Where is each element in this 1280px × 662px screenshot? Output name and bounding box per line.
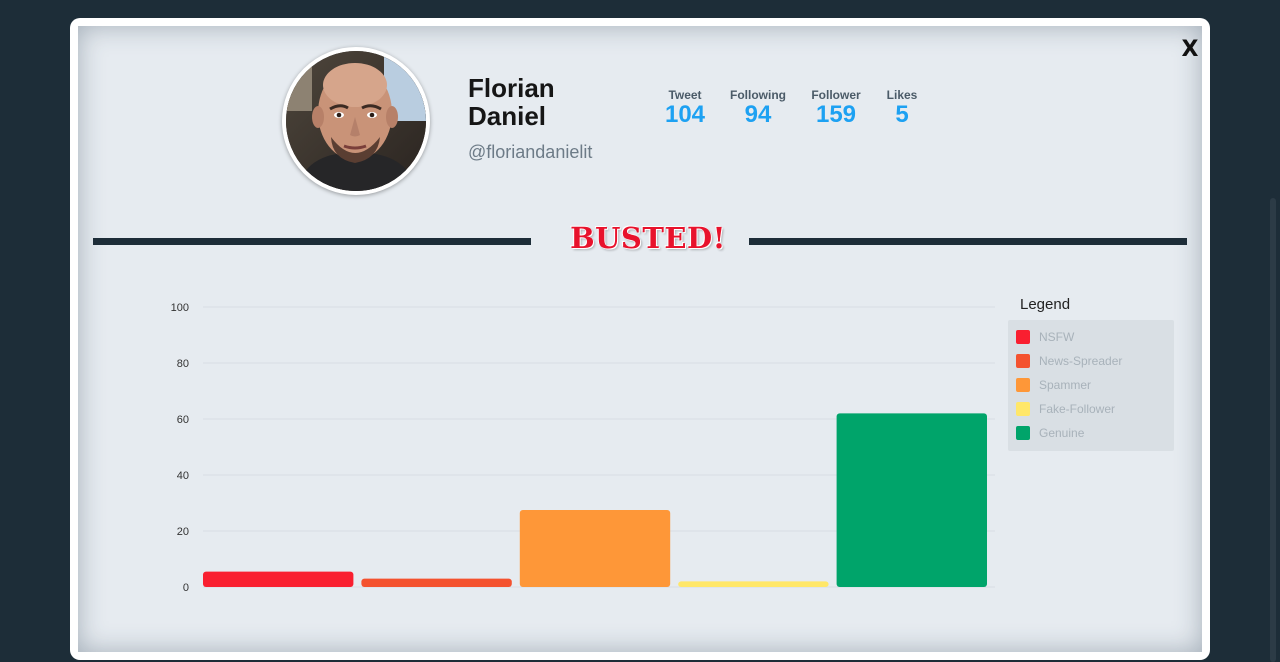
legend-item-news-spreader[interactable]: News-Spreader <box>1016 349 1166 373</box>
legend-swatch <box>1016 378 1030 392</box>
y-tick-label: 80 <box>177 358 189 370</box>
avatar-portrait-icon <box>286 51 426 191</box>
verdict-label: BUSTED! <box>570 221 726 255</box>
legend-swatch <box>1016 330 1030 344</box>
profile-handle: @floriandanielit <box>468 142 593 162</box>
stat-label: Likes <box>886 88 918 102</box>
classification-bar-chart: 0 20 40 60 80 100 <box>171 302 995 594</box>
legend-label: Fake-Follower <box>1039 402 1116 416</box>
bar-genuine[interactable] <box>836 413 987 587</box>
profile-modal: X <box>70 18 1210 660</box>
stat-following: Following 94 <box>726 88 790 127</box>
modal-content: X <box>78 26 1202 652</box>
profile-name: Florian Daniel <box>468 73 555 131</box>
close-button[interactable]: X <box>1181 37 1199 62</box>
y-tick-label: 100 <box>171 302 189 314</box>
y-tick-label: 60 <box>177 414 189 426</box>
y-tick-label: 20 <box>177 526 189 538</box>
page-scrollbar[interactable] <box>1270 198 1276 662</box>
legend-item-spammer[interactable]: Spammer <box>1016 373 1166 397</box>
stat-value: 5 <box>895 101 909 128</box>
y-tick-label: 40 <box>177 470 189 482</box>
divider-left <box>93 238 531 245</box>
bar-news-spreader[interactable] <box>361 578 512 587</box>
legend-swatch <box>1016 402 1030 416</box>
divider-right <box>749 238 1187 245</box>
stat-tweet: Tweet 104 <box>660 88 710 127</box>
legend-label: NSFW <box>1039 330 1075 344</box>
legend-swatch <box>1016 354 1030 368</box>
legend-swatch <box>1016 426 1030 440</box>
stat-value: 159 <box>815 101 857 128</box>
stat-label: Following <box>730 88 786 102</box>
legend-title: Legend <box>1020 296 1071 313</box>
avatar <box>282 47 430 195</box>
stat-label: Tweet <box>668 88 702 102</box>
stat-label: Follower <box>811 88 861 102</box>
chart-legend: Legend NSFW News-Spreader Spammer Fake-F… <box>1008 296 1178 451</box>
legend-box: NSFW News-Spreader Spammer Fake-Follower… <box>1008 320 1174 451</box>
stat-value: 104 <box>664 101 706 128</box>
legend-item-fake-follower[interactable]: Fake-Follower <box>1016 397 1166 421</box>
stat-value: 94 <box>744 101 772 128</box>
stat-likes: Likes 5 <box>880 88 924 127</box>
legend-item-nsfw[interactable]: NSFW <box>1016 325 1166 349</box>
y-tick-label: 0 <box>183 582 189 594</box>
bar-fake-follower[interactable] <box>678 581 829 587</box>
bar-nsfw[interactable] <box>203 571 354 587</box>
legend-label: Spammer <box>1039 378 1092 392</box>
legend-item-genuine[interactable]: Genuine <box>1016 421 1166 445</box>
stat-follower: Follower 159 <box>806 88 866 127</box>
legend-label: Genuine <box>1039 426 1085 440</box>
legend-label: News-Spreader <box>1039 354 1123 368</box>
bar-spammer[interactable] <box>519 510 671 587</box>
